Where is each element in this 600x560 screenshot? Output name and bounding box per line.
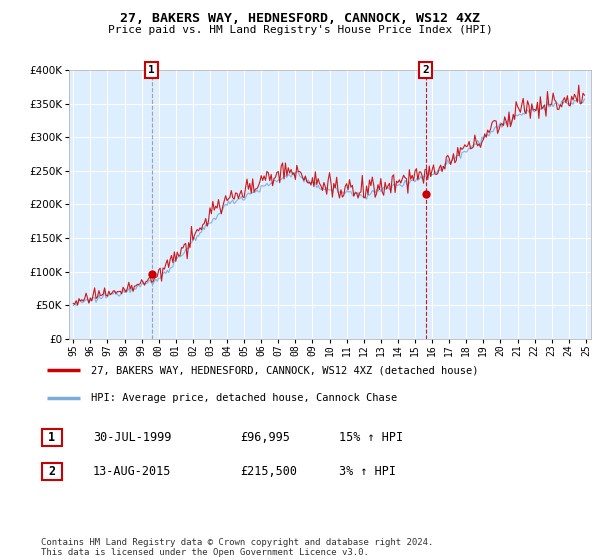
Text: 1: 1 bbox=[49, 431, 55, 445]
Text: 27, BAKERS WAY, HEDNESFORD, CANNOCK, WS12 4XZ (detached house): 27, BAKERS WAY, HEDNESFORD, CANNOCK, WS1… bbox=[91, 365, 478, 375]
Text: HPI: Average price, detached house, Cannock Chase: HPI: Average price, detached house, Cann… bbox=[91, 393, 397, 403]
Text: 27, BAKERS WAY, HEDNESFORD, CANNOCK, WS12 4XZ: 27, BAKERS WAY, HEDNESFORD, CANNOCK, WS1… bbox=[120, 12, 480, 25]
Text: £96,995: £96,995 bbox=[240, 431, 290, 445]
Text: £215,500: £215,500 bbox=[240, 465, 297, 478]
Text: 30-JUL-1999: 30-JUL-1999 bbox=[93, 431, 172, 445]
Text: 1: 1 bbox=[148, 65, 155, 75]
Text: Price paid vs. HM Land Registry's House Price Index (HPI): Price paid vs. HM Land Registry's House … bbox=[107, 25, 493, 35]
Text: 3% ↑ HPI: 3% ↑ HPI bbox=[339, 465, 396, 478]
Text: 2: 2 bbox=[49, 465, 55, 478]
Text: 15% ↑ HPI: 15% ↑ HPI bbox=[339, 431, 403, 445]
Text: 13-AUG-2015: 13-AUG-2015 bbox=[93, 465, 172, 478]
Text: Contains HM Land Registry data © Crown copyright and database right 2024.
This d: Contains HM Land Registry data © Crown c… bbox=[41, 538, 433, 557]
FancyBboxPatch shape bbox=[42, 430, 62, 446]
Text: 2: 2 bbox=[422, 65, 429, 75]
FancyBboxPatch shape bbox=[42, 463, 62, 480]
